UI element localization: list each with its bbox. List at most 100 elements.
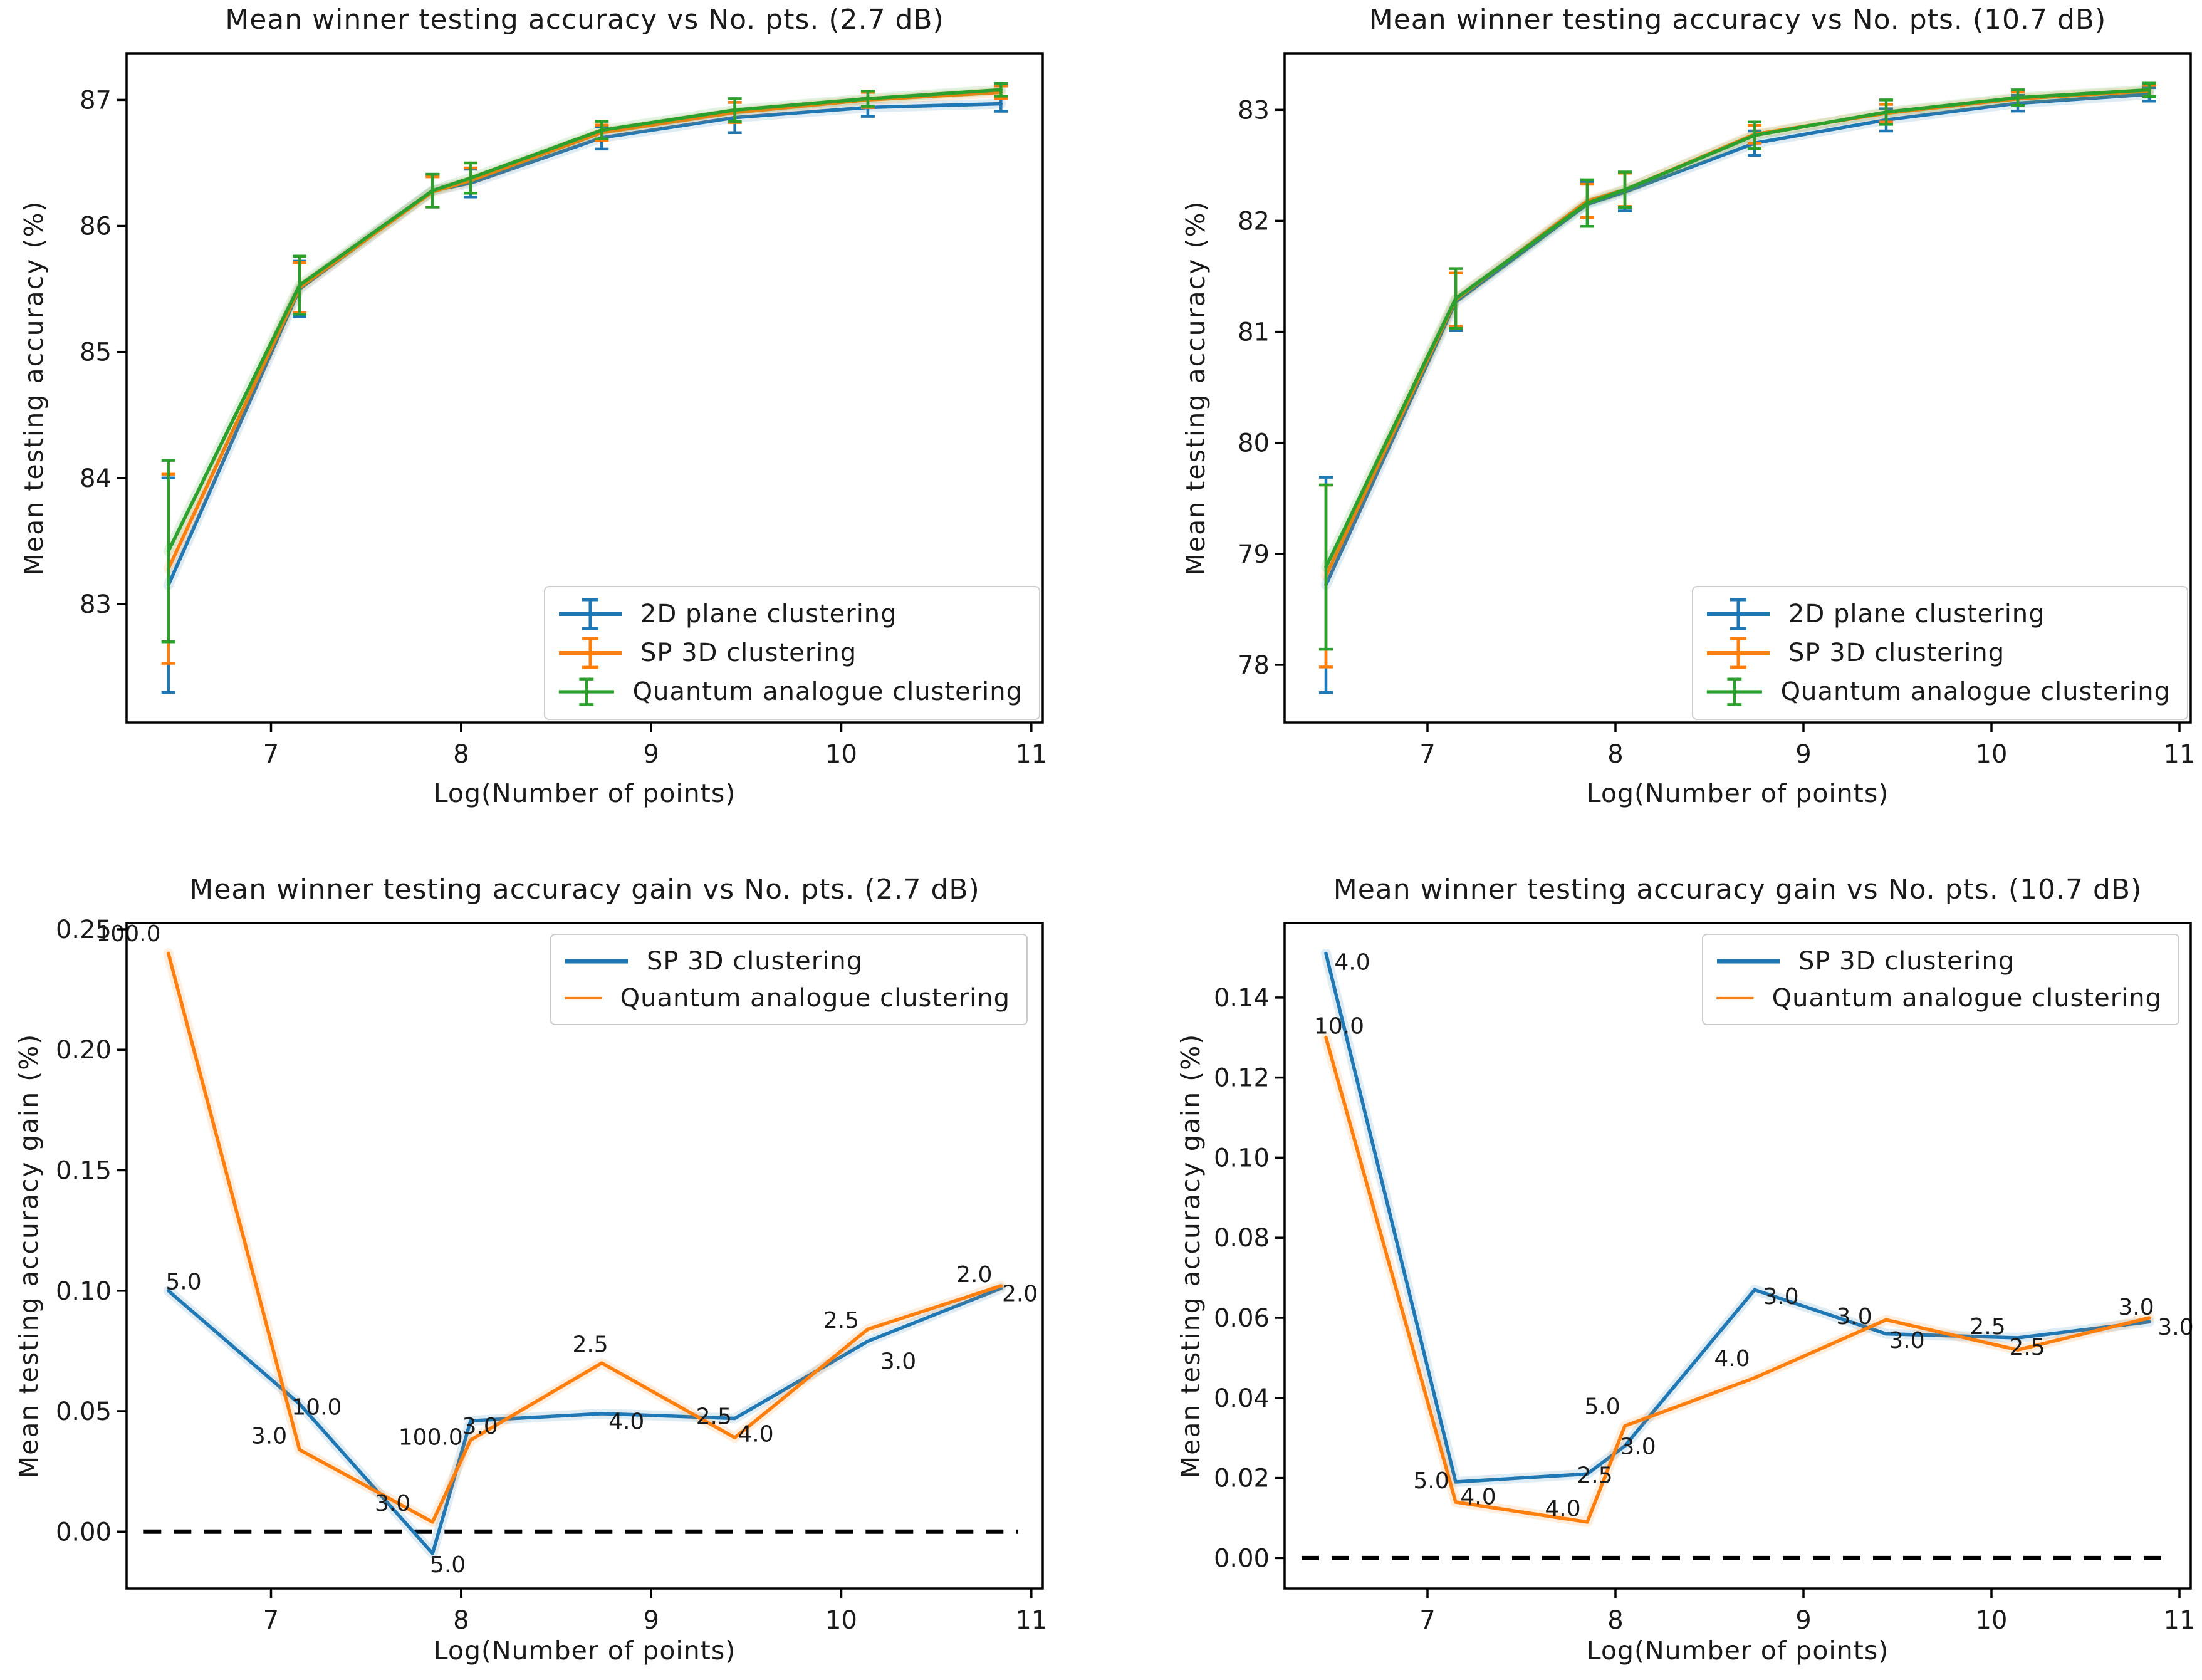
y-axis-label: Mean testing accuracy (%) <box>19 200 49 576</box>
chart-title-accuracy-2.7db: Mean winner testing accuracy vs No. pts.… <box>225 4 944 36</box>
y-tick-label: 81 <box>1238 318 1270 347</box>
legend-entry: Quantum analogue clustering <box>1706 672 2171 711</box>
x-tick-label: 7 <box>263 1606 279 1635</box>
series-line <box>166 1286 1003 1555</box>
x-tick-label: 8 <box>1607 740 1623 769</box>
point-annotation: 4.0 <box>1334 949 1370 975</box>
y-tick-label: 79 <box>1238 540 1270 569</box>
point-annotation: 3.0 <box>1836 1304 1872 1330</box>
chart-title-gain-10.7db: Mean winner testing accuracy gain vs No.… <box>1333 874 2142 905</box>
legend-entry-label: Quantum analogue clustering <box>632 677 1023 706</box>
legend-errorbar-icon <box>559 598 622 630</box>
chart-title-gain-2.7db: Mean winner testing accuracy gain vs No.… <box>189 874 980 905</box>
point-annotation: 10.0 <box>291 1394 342 1420</box>
point-annotation: 4.0 <box>1460 1484 1496 1510</box>
axes-frame <box>1283 922 2192 1590</box>
x-tick-label: 11 <box>2164 1606 2196 1635</box>
legend-gain-10.7db: SP 3D clustering Quantum analogue cluste… <box>1702 934 2179 1025</box>
legend-gain-2.7db: SP 3D clustering Quantum analogue cluste… <box>550 934 1028 1025</box>
point-annotation: 5.0 <box>165 1269 201 1295</box>
x-tick-label: 11 <box>1015 740 1047 769</box>
legend-entry: 2D plane clustering <box>1706 595 2171 634</box>
x-tick-label: 11 <box>2164 740 2196 769</box>
y-tick-label: 80 <box>1238 429 1270 458</box>
legend-entry-label: Quantum analogue clustering <box>1780 677 2171 706</box>
series-halo <box>163 87 1006 574</box>
series-line <box>166 951 1003 1524</box>
x-axis-label: Log(Number of points) <box>433 778 736 808</box>
axes-frame <box>1283 52 2192 724</box>
point-annotation: 3.0 <box>1620 1434 1656 1460</box>
y-tick-label: 0.10 <box>1214 1144 1270 1172</box>
x-tick-label: 9 <box>1795 1606 1811 1635</box>
y-tick-label: 78 <box>1238 651 1270 680</box>
point-annotation: 4.0 <box>1714 1346 1750 1372</box>
series-line <box>1324 88 2151 569</box>
point-annotation: 100.0 <box>96 921 160 947</box>
series-halo <box>1321 86 2154 582</box>
series-line <box>1324 951 2151 1484</box>
y-tick-label: 0.04 <box>1214 1384 1270 1413</box>
x-axis-label: Log(Number of points) <box>1586 1636 1889 1666</box>
legend-entry-label: Quantum analogue clustering <box>1772 983 2162 1013</box>
point-annotation: 3.0 <box>375 1491 410 1516</box>
point-annotation: 2.0 <box>1002 1281 1038 1307</box>
point-annotation: 2.5 <box>823 1308 859 1333</box>
point-annotation: 3.0 <box>462 1414 498 1439</box>
point-annotation: 2.5 <box>1970 1314 2005 1340</box>
legend-line-icon <box>1717 959 1780 963</box>
point-annotation: 2.5 <box>1577 1463 1612 1489</box>
point-annotation: 3.0 <box>880 1349 916 1374</box>
series-halo <box>163 948 1006 1527</box>
legend-entry-label: SP 3D clustering <box>647 946 864 976</box>
legend-entry-label: SP 3D clustering <box>1798 946 2015 976</box>
x-tick-label: 9 <box>643 740 659 769</box>
x-tick-label: 7 <box>1419 740 1435 769</box>
x-tick-label: 10 <box>825 1606 857 1635</box>
y-axis-label: Mean testing accuracy (%) <box>1181 200 1211 576</box>
y-tick-label: 0.12 <box>1214 1064 1270 1093</box>
legend-accuracy-10.7db: 2D plane clustering SP 3D clustering Qua… <box>1692 586 2188 720</box>
point-annotation: 5.0 <box>1584 1394 1620 1420</box>
series-line <box>1324 89 2151 578</box>
x-tick-label: 9 <box>643 1606 659 1635</box>
point-annotation: 5.0 <box>430 1552 466 1578</box>
y-tick-label: 87 <box>80 86 112 115</box>
y-tick-label: 84 <box>80 464 112 493</box>
legend-entry: Quantum analogue clustering <box>1716 979 2162 1016</box>
series-halo <box>1321 948 2154 1487</box>
y-tick-label: 0.10 <box>56 1277 112 1306</box>
point-annotation: 3.0 <box>251 1424 287 1449</box>
legend-line-icon <box>1716 996 1754 999</box>
y-tick-label: 86 <box>80 212 112 241</box>
legend-errorbar-icon <box>1706 677 1762 706</box>
y-tick-label: 0.06 <box>1214 1304 1270 1333</box>
legend-errorbar-icon <box>1707 637 1770 669</box>
axes-frame <box>125 922 1044 1590</box>
series-halo <box>163 98 1006 590</box>
point-annotation: 4.0 <box>1545 1496 1580 1522</box>
legend-entry: Quantum analogue clustering <box>558 672 1023 711</box>
point-annotation: 4.0 <box>738 1421 773 1447</box>
legend-errorbar-icon <box>1707 598 1770 630</box>
x-tick-label: 9 <box>1795 740 1811 769</box>
x-tick-label: 10 <box>825 740 857 769</box>
y-tick-label: 0.00 <box>1214 1544 1270 1573</box>
x-tick-label: 7 <box>1419 1606 1435 1635</box>
legend-accuracy-2.7db: 2D plane clustering SP 3D clustering Qua… <box>544 586 1040 720</box>
point-annotation: 2.0 <box>956 1262 992 1288</box>
x-tick-label: 11 <box>1015 1606 1047 1635</box>
y-tick-label: 0.25 <box>56 916 112 944</box>
legend-errorbar-icon <box>558 677 614 706</box>
x-tick-label: 8 <box>453 1606 469 1635</box>
x-axis-label: Log(Number of points) <box>433 1636 736 1666</box>
axes-frame <box>125 52 1044 724</box>
point-annotation: 2.5 <box>2009 1335 2045 1360</box>
y-tick-label: 0.20 <box>56 1036 112 1065</box>
series-line <box>166 88 1003 553</box>
point-annotation: 5.0 <box>1413 1468 1449 1494</box>
y-tick-label: 85 <box>80 338 112 367</box>
y-tick-label: 82 <box>1238 207 1270 236</box>
